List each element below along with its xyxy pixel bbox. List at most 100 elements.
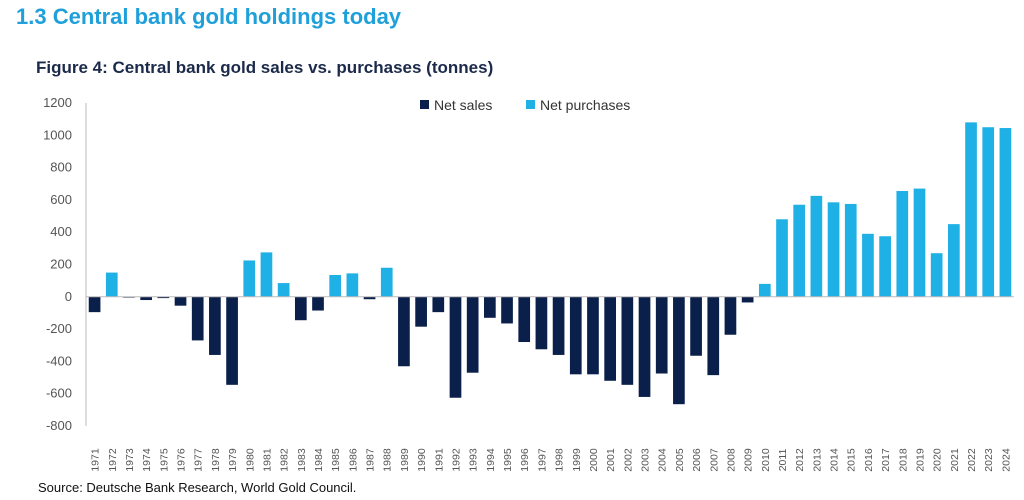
x-tick-label: 2023: [983, 448, 995, 472]
bar-1992: [449, 296, 462, 398]
x-tick-label: 1988: [382, 448, 394, 472]
x-tick-label: 1972: [107, 448, 119, 472]
x-tick-label: 1975: [158, 448, 170, 472]
x-tick-label: 2006: [691, 448, 703, 472]
legend-label-net-purchases: Net purchases: [540, 97, 630, 113]
bar-2001: [604, 296, 616, 381]
x-tick-label: 1985: [330, 448, 342, 472]
y-axis: 1200 1000 800 600 400 200 0 -200 -400 -600 -800: [43, 95, 87, 433]
bar-1985: [329, 275, 342, 297]
y-tick-label: 1000: [43, 127, 72, 142]
bar-2002: [621, 296, 634, 385]
bar-1989: [398, 296, 410, 367]
bar-1988: [380, 267, 393, 297]
bar-2003: [638, 296, 651, 397]
bar-2000: [587, 296, 599, 375]
y-tick-label: -600: [46, 386, 72, 401]
x-tick-label: 1979: [227, 448, 239, 472]
x-tick-label: 2015: [846, 448, 858, 472]
bar-1984: [312, 296, 324, 311]
x-tick-label: 1980: [244, 448, 256, 472]
bar-2011: [776, 219, 788, 297]
bar-2008: [724, 296, 737, 335]
y-tick-label: -800: [46, 418, 72, 433]
bar-2023: [982, 127, 995, 297]
x-tick-label: 1974: [141, 448, 153, 472]
bar-1990: [415, 296, 427, 327]
x-tick-label: 1987: [365, 448, 377, 472]
x-tick-label: 1991: [433, 448, 445, 472]
x-tick-label: 2007: [708, 448, 720, 472]
bar-2019: [913, 188, 926, 297]
bar-1999: [569, 296, 582, 375]
bar-1971: [88, 296, 101, 313]
x-tick-label: 2019: [914, 448, 926, 472]
bar-1982: [277, 283, 290, 297]
bar-1997: [535, 296, 548, 350]
bar-2009: [741, 296, 754, 303]
bar-2022: [965, 122, 977, 297]
bar-1980: [243, 260, 256, 297]
x-tick-label: 2009: [743, 448, 755, 472]
x-tick-label: 1986: [347, 448, 359, 472]
x-tick-label: 1977: [193, 448, 205, 472]
x-tick-label: 2008: [725, 448, 737, 472]
x-tick-label: 1995: [502, 448, 514, 472]
x-tick-label: 1999: [571, 448, 583, 472]
bar-1986: [346, 273, 359, 297]
x-tick-label: 2000: [588, 448, 600, 472]
bar-1996: [518, 296, 531, 343]
bar-1977: [191, 296, 204, 341]
bar-2015: [844, 203, 857, 297]
x-tick-label: 1990: [416, 448, 428, 472]
bar-1993: [466, 296, 479, 373]
y-tick-label: 0: [65, 289, 72, 304]
x-tick-label: 1976: [176, 448, 188, 472]
x-tick-label: 1971: [90, 448, 102, 472]
bar-2014: [827, 202, 840, 297]
bar-1991: [432, 296, 445, 313]
bar-1976: [174, 296, 187, 306]
bar-1983: [294, 296, 307, 321]
y-tick-label: 1200: [43, 95, 72, 110]
x-tick-label: 1984: [313, 448, 325, 472]
bar-1972: [105, 272, 118, 297]
bar-2007: [707, 296, 720, 376]
x-tick-label: 1998: [554, 448, 566, 472]
x-tick-label: 1996: [519, 448, 531, 472]
legend-swatch-net-sales: [420, 100, 429, 109]
y-tick-label: -200: [46, 321, 72, 336]
bar-2005: [673, 296, 685, 405]
legend: Net sales Net purchases: [420, 97, 630, 113]
bar-2013: [810, 195, 823, 297]
section-title: 1.3 Central bank gold holdings today: [16, 4, 402, 29]
bar-1979: [226, 296, 238, 385]
bar-2018: [896, 191, 909, 297]
legend-swatch-net-purchases: [526, 100, 535, 109]
x-tick-label: 1992: [450, 448, 462, 472]
y-tick-label: 600: [50, 192, 72, 207]
y-tick-label: 800: [50, 160, 72, 175]
x-tick-label: 2002: [622, 448, 634, 472]
x-tick-label: 2004: [657, 448, 669, 472]
legend-label-net-sales: Net sales: [434, 97, 492, 113]
figure-title: Figure 4: Central bank gold sales vs. pu…: [36, 58, 494, 77]
bar-2010: [758, 283, 771, 297]
x-tick-label: 2024: [1000, 448, 1012, 472]
y-tick-label: 200: [50, 257, 72, 272]
x-tick-label: 1983: [296, 448, 308, 472]
bar-1998: [552, 296, 565, 355]
x-tick-label: 2005: [674, 448, 686, 472]
bar-2020: [930, 253, 943, 297]
bar-2017: [879, 236, 891, 297]
bar-1974: [140, 296, 152, 301]
bar-1978: [209, 296, 221, 355]
x-tick-label: 2010: [760, 448, 772, 472]
x-tick-label: 2013: [811, 448, 823, 472]
x-tick-label: 1982: [279, 448, 291, 472]
bar-2016: [862, 233, 874, 297]
x-tick-label: 1997: [536, 448, 548, 472]
x-tick-label: 1981: [261, 448, 273, 472]
x-tick-label: 2018: [897, 448, 909, 472]
